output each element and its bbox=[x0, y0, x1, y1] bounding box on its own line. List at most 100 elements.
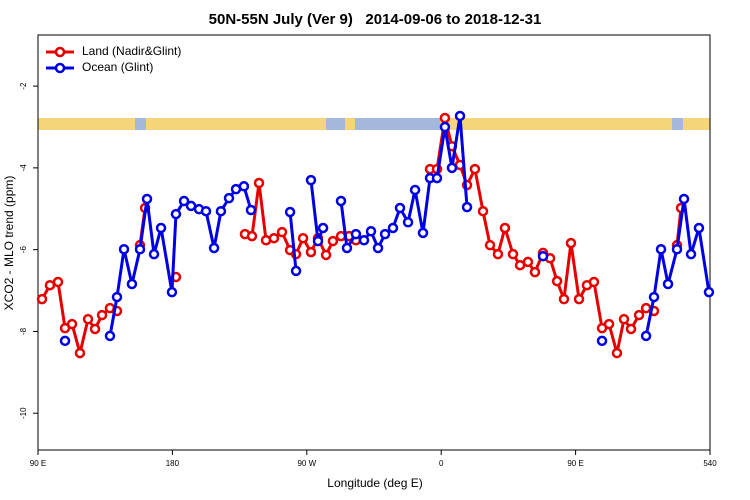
data-point bbox=[246, 230, 258, 242]
y-axis-label: XCO2 - MLO trend (ppm) bbox=[2, 176, 16, 311]
data-point bbox=[290, 265, 302, 277]
data-point bbox=[596, 335, 608, 347]
data-point bbox=[238, 181, 250, 192]
data-point bbox=[312, 235, 324, 247]
data-point bbox=[200, 205, 212, 217]
data-point bbox=[96, 309, 108, 321]
data-point bbox=[178, 195, 190, 207]
data-point bbox=[603, 318, 615, 330]
x-tick-label: 90 W bbox=[297, 459, 316, 468]
data-point bbox=[141, 193, 153, 205]
data-point bbox=[640, 330, 652, 342]
data-point bbox=[662, 278, 674, 290]
data-point bbox=[394, 202, 406, 214]
data-point bbox=[66, 318, 78, 330]
data-point bbox=[648, 291, 660, 303]
data-point bbox=[551, 275, 563, 287]
data-point bbox=[633, 309, 645, 321]
data-point bbox=[461, 201, 473, 213]
data-point bbox=[74, 347, 86, 359]
data-point bbox=[565, 237, 577, 249]
data-point bbox=[529, 266, 541, 278]
data-point bbox=[522, 256, 534, 268]
x-tick-label: 180 bbox=[166, 459, 180, 468]
data-point bbox=[558, 293, 570, 305]
data-point bbox=[439, 112, 451, 124]
data-point bbox=[223, 192, 235, 204]
data-point bbox=[350, 228, 362, 240]
data-point bbox=[215, 205, 227, 217]
data-point bbox=[155, 222, 167, 234]
data-point bbox=[320, 249, 332, 261]
data-point bbox=[402, 217, 414, 228]
data-point bbox=[417, 227, 429, 239]
data-point bbox=[36, 293, 48, 305]
data-point bbox=[431, 172, 443, 184]
data-point bbox=[327, 235, 339, 247]
data-point bbox=[469, 163, 481, 175]
data-point bbox=[611, 347, 623, 359]
data-point bbox=[618, 313, 630, 325]
data-point bbox=[44, 279, 56, 291]
data-point bbox=[655, 243, 667, 255]
legend-label: Ocean (Glint) bbox=[82, 60, 153, 74]
data-point bbox=[104, 330, 116, 342]
plot-frame bbox=[37, 34, 711, 451]
data-point bbox=[387, 222, 399, 234]
data-point bbox=[59, 335, 71, 347]
data-point bbox=[118, 243, 130, 255]
y-tick-label: -8 bbox=[19, 327, 28, 335]
data-point bbox=[477, 205, 489, 217]
data-point bbox=[671, 243, 683, 255]
data-point bbox=[625, 323, 637, 335]
chart-title: 50N-55N July (Ver 9) 2014-09-06 to 2018-… bbox=[209, 11, 542, 28]
y-tick-label: -4 bbox=[19, 164, 28, 172]
data-point bbox=[341, 242, 353, 254]
data-point bbox=[365, 226, 377, 237]
data-point bbox=[693, 222, 705, 234]
data-point bbox=[439, 121, 451, 133]
data-point bbox=[492, 248, 504, 260]
data-point bbox=[317, 222, 329, 234]
data-point bbox=[678, 193, 690, 205]
data-point bbox=[358, 235, 370, 246]
data-point bbox=[588, 276, 600, 288]
data-point bbox=[499, 222, 511, 234]
x-axis-label: Longitude (deg E) bbox=[327, 476, 422, 490]
data-point bbox=[305, 246, 317, 258]
x-tick-label: 90 E bbox=[30, 459, 46, 468]
data-point bbox=[446, 162, 458, 174]
data-point bbox=[507, 248, 519, 260]
data-point bbox=[685, 248, 697, 260]
x-tick-label: 540 bbox=[703, 459, 717, 468]
y-tick-label: -6 bbox=[19, 246, 28, 254]
data-point bbox=[52, 276, 64, 288]
data-point bbox=[484, 239, 496, 251]
data-point bbox=[89, 323, 101, 335]
data-point bbox=[573, 293, 585, 305]
data-point bbox=[245, 204, 257, 216]
data-point bbox=[148, 248, 160, 260]
data-point bbox=[379, 228, 391, 240]
y-tick-label: -2 bbox=[19, 82, 28, 90]
data-point bbox=[372, 242, 384, 254]
data-point bbox=[126, 278, 138, 290]
data-point bbox=[253, 177, 265, 189]
data-point bbox=[409, 184, 421, 196]
legend-label: Land (Nadir&Glint) bbox=[82, 44, 181, 58]
data-point bbox=[111, 291, 123, 303]
data-point bbox=[208, 242, 220, 254]
data-point bbox=[454, 110, 466, 122]
legend-marker bbox=[54, 62, 66, 74]
x-tick-label: 0 bbox=[439, 459, 444, 468]
data-point bbox=[268, 232, 280, 244]
data-point bbox=[297, 232, 309, 244]
data-point bbox=[170, 208, 182, 220]
data-point bbox=[284, 206, 296, 218]
data-point bbox=[134, 243, 146, 255]
series-line bbox=[40, 116, 683, 355]
y-tick-label: -10 bbox=[19, 407, 28, 419]
map-strip bbox=[38, 118, 710, 130]
